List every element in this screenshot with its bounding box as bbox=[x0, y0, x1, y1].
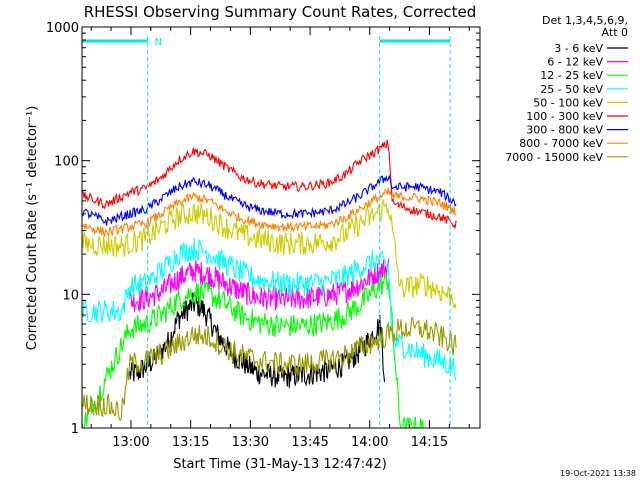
legend-label-6: 300 - 800 keV bbox=[526, 124, 603, 137]
y-tick-label-3: 1000 bbox=[46, 21, 79, 36]
legend-header-0: Det 1,3,4,5,6,9, bbox=[542, 14, 628, 27]
night-marks: N bbox=[82, 36, 451, 428]
x-tick-label-1: 13:15 bbox=[172, 435, 209, 450]
series-line-6 bbox=[82, 174, 457, 226]
x-tick-label-5: 14:15 bbox=[411, 435, 448, 450]
series-line-1 bbox=[129, 258, 390, 312]
x-tick-label-2: 13:30 bbox=[232, 435, 269, 450]
axis-frame bbox=[81, 26, 481, 429]
legend-label-7: 800 - 7000 keV bbox=[519, 137, 603, 150]
series-line-4 bbox=[82, 198, 457, 309]
y-tick-label-1: 10 bbox=[62, 288, 79, 303]
axes: 1 10 100 1000 13:00 13:15 13:30 13:45 14:00 14:15 bbox=[46, 21, 481, 450]
series-line-8 bbox=[82, 316, 457, 422]
legend-label-5: 100 - 300 keV bbox=[526, 110, 603, 123]
chart-title: RHESSI Observing Summary Count Rates, Co… bbox=[84, 3, 477, 21]
legend-label-4: 50 - 100 keV bbox=[533, 96, 603, 109]
series-line-2 bbox=[82, 270, 425, 428]
series-layer bbox=[82, 139, 457, 428]
y-tick-label-0: 1 bbox=[71, 422, 79, 437]
x-tick-label-4: 14:00 bbox=[351, 435, 388, 450]
y-axis-label: Corrected Count Rate (s⁻¹ detector⁻¹) bbox=[25, 106, 40, 351]
legend-label-1: 6 - 12 keV bbox=[547, 56, 603, 69]
y-tick-label-2: 100 bbox=[54, 155, 79, 170]
legend-label-8: 7000 - 15000 keV bbox=[505, 151, 603, 164]
legend-header-1: Att 0 bbox=[602, 26, 628, 39]
x-axis-label: Start Time (31-May-13 12:47:42) bbox=[173, 457, 387, 472]
legend-label-3: 25 - 50 keV bbox=[540, 83, 603, 96]
series-line-5 bbox=[82, 139, 457, 229]
x-tick-label-0: 13:00 bbox=[112, 435, 149, 450]
night-label-0: N bbox=[155, 37, 162, 48]
series-line-7 bbox=[82, 187, 457, 237]
x-tick-label-3: 13:45 bbox=[291, 435, 328, 450]
legend-label-2: 12 - 25 keV bbox=[540, 69, 603, 82]
legend-label-0: 3 - 6 keV bbox=[554, 42, 603, 55]
footer-date: 19-Oct-2021 13:38 bbox=[560, 469, 636, 478]
